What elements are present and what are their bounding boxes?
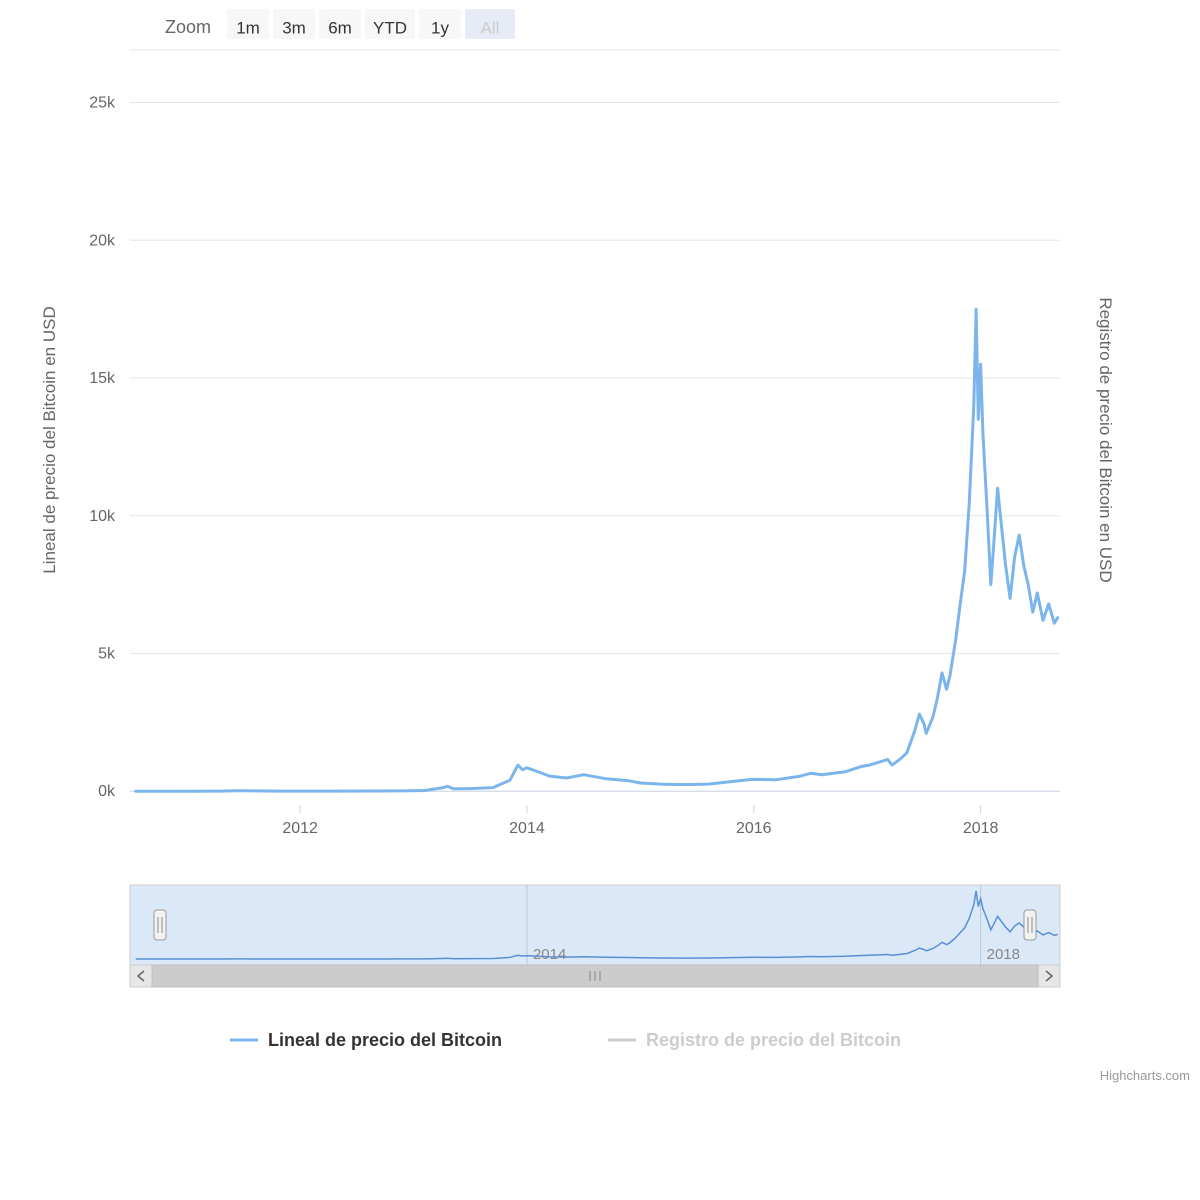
navigator-handle-right[interactable] xyxy=(1024,910,1036,940)
navigator-label: 2014 xyxy=(533,946,566,963)
navigator-handle-left[interactable] xyxy=(154,910,166,940)
y-tick-label: 15k xyxy=(89,370,116,387)
zoom-button-label: YTD xyxy=(373,18,407,37)
y-tick-label: 25k xyxy=(89,95,116,112)
y-tick-label: 20k xyxy=(89,232,116,249)
chart-svg: Zoom 1m 3m 6m YTD 1y All 0k 5k 10k 15k 20k 25k 2012 20… xyxy=(0,0,1200,1200)
legend-item[interactable]: Registro de precio del Bitcoin xyxy=(646,1030,901,1050)
x-tick-label: 2018 xyxy=(963,820,999,837)
navigator-scroll-right-button[interactable] xyxy=(1038,965,1060,987)
y-tick-label: 10k xyxy=(89,508,116,525)
zoom-button-label: 1m xyxy=(236,18,260,37)
zoom-button-label: 1y xyxy=(431,18,449,37)
navigator-mask[interactable] xyxy=(130,885,1060,965)
credits-link[interactable]: Highcharts.com xyxy=(1100,1068,1190,1083)
x-tick-label: 2012 xyxy=(282,820,318,837)
zoom-button-label: 6m xyxy=(328,18,352,37)
navigator-label: 2018 xyxy=(987,946,1020,963)
y-tick-label: 5k xyxy=(98,645,116,662)
x-tick-label: 2014 xyxy=(509,820,545,837)
zoom-label: Zoom xyxy=(165,17,211,37)
y-axis-left-title: Lineal de precio del Bitcoin en USD xyxy=(40,306,59,573)
chart-container: Zoom 1m 3m 6m YTD 1y All 0k 5k 10k 15k 20k 25k 2012 20… xyxy=(0,0,1200,1200)
zoom-button-label: 3m xyxy=(282,18,306,37)
price-line-series[interactable] xyxy=(136,309,1058,791)
x-tick-label: 2016 xyxy=(736,820,772,837)
y-tick-label: 0k xyxy=(98,783,116,800)
navigator-scroll-left-button[interactable] xyxy=(130,965,152,987)
y-axis-right-title: Registro de precio del Bitcoin en USD xyxy=(1096,297,1115,582)
zoom-button-label: All xyxy=(481,18,500,37)
legend-item[interactable]: Lineal de precio del Bitcoin xyxy=(268,1030,502,1050)
